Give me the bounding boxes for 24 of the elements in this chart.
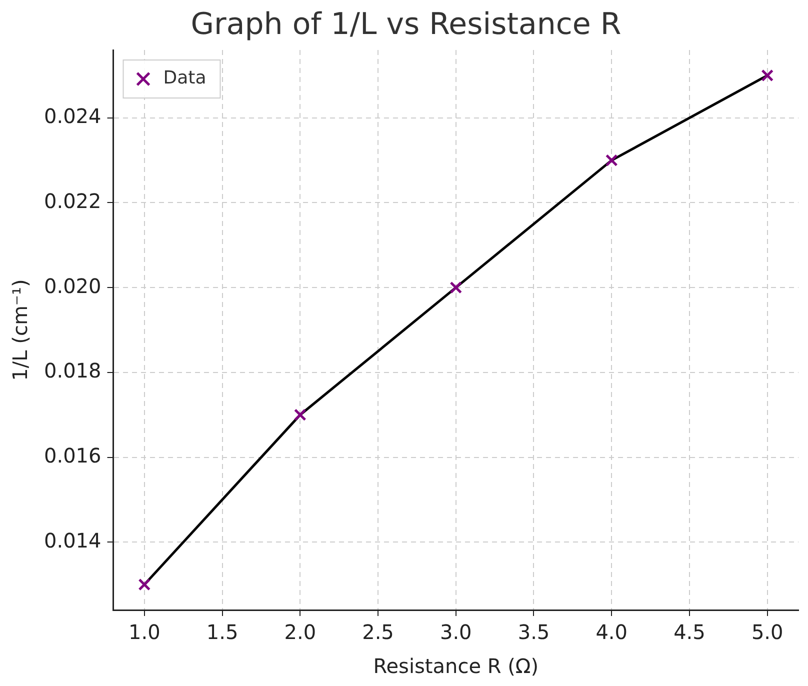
x-tick-label: 4.5 — [674, 620, 706, 644]
y-tick-label: 0.024 — [44, 104, 102, 128]
x-tick-label: 1.5 — [206, 620, 238, 644]
x-tick-label: 2.0 — [284, 620, 316, 644]
x-tick-label: 5.0 — [751, 620, 784, 644]
y-tick-label: 0.016 — [44, 443, 102, 468]
y-tick-label: 0.018 — [44, 358, 102, 383]
x-tick-label: 1.0 — [128, 620, 160, 644]
x-tick-label: 4.0 — [596, 620, 628, 644]
chart-title: Graph of 1/L vs Resistance R — [190, 6, 622, 42]
y-tick-label: 0.014 — [44, 528, 102, 552]
point — [450, 281, 462, 294]
legend-label: Data — [163, 68, 206, 89]
point — [605, 154, 618, 167]
y-axis-title: 1/L (cm⁻¹) — [8, 279, 32, 381]
x-tick-label: 3.5 — [518, 620, 550, 644]
point — [294, 408, 306, 422]
x-tick-label: 3.0 — [440, 620, 472, 644]
y-tick-label: 0.022 — [44, 188, 102, 213]
x-tick-label: 2.5 — [362, 620, 394, 644]
point — [138, 578, 151, 591]
y-tick-label: 0.020 — [44, 274, 102, 298]
x-axis-title: Resistance R (Ω) — [373, 654, 539, 678]
point — [761, 69, 774, 82]
